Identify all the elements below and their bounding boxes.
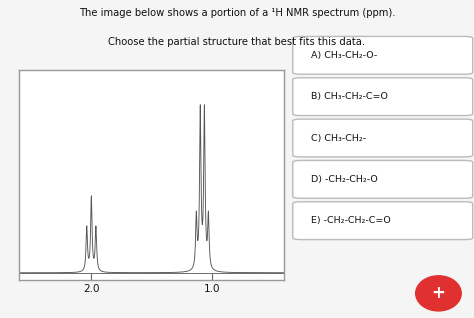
Text: B) CH₃-CH₂-C=O: B) CH₃-CH₂-C=O — [311, 92, 388, 101]
Text: E) -CH₂-CH₂-C=O: E) -CH₂-CH₂-C=O — [311, 216, 391, 225]
Text: C) CH₃-CH₂-: C) CH₃-CH₂- — [311, 134, 366, 142]
Text: Choose the partial structure that best fits this data.: Choose the partial structure that best f… — [109, 37, 365, 46]
FancyBboxPatch shape — [293, 78, 473, 115]
Text: A) CH₃-CH₂-O-: A) CH₃-CH₂-O- — [311, 51, 377, 60]
Text: +: + — [431, 284, 446, 302]
FancyBboxPatch shape — [293, 37, 473, 74]
FancyBboxPatch shape — [293, 202, 473, 239]
Text: The image below shows a portion of a ¹H NMR spectrum (ppm).: The image below shows a portion of a ¹H … — [79, 8, 395, 18]
Text: D) -CH₂-CH₂-O: D) -CH₂-CH₂-O — [311, 175, 378, 184]
FancyBboxPatch shape — [293, 161, 473, 198]
Circle shape — [416, 276, 461, 311]
FancyBboxPatch shape — [293, 119, 473, 157]
